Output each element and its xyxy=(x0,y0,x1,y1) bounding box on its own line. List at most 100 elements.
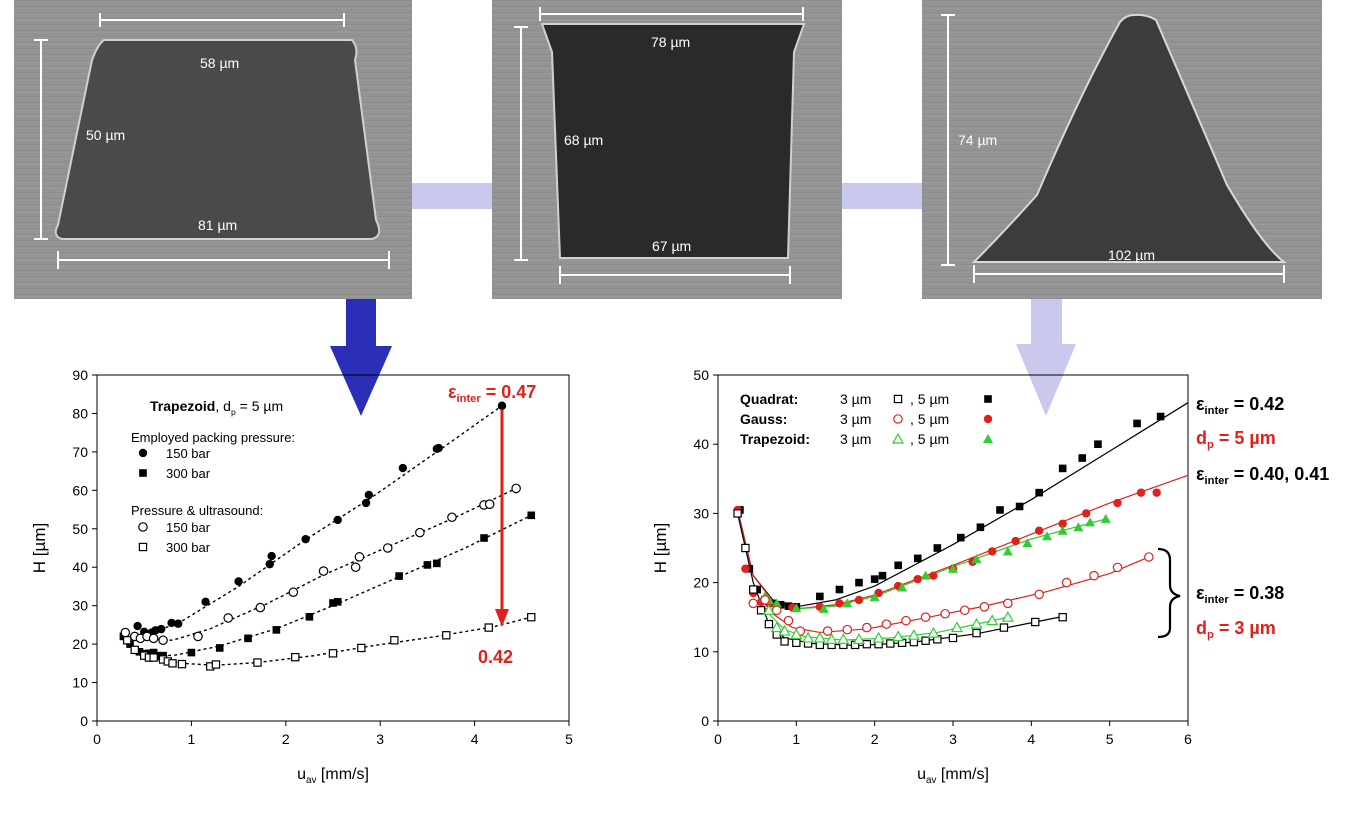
annotation-dp-3: dp = 3 µm xyxy=(1196,618,1276,641)
data-point-s2 xyxy=(415,527,425,538)
sem1-top-width-label: 58 µm xyxy=(200,55,240,71)
data-point-s0 xyxy=(1058,464,1067,473)
y-tick-label: 70 xyxy=(72,444,88,460)
x-tick-label: 1 xyxy=(188,731,196,747)
data-point-s5 xyxy=(907,628,920,640)
x-axis-label: uav [mm/s] xyxy=(297,766,369,786)
legend-marker-300-open xyxy=(138,542,148,552)
data-point-s0 xyxy=(816,592,824,601)
annotation-042: 0.42 xyxy=(478,647,513,667)
x-tick-label: 0 xyxy=(714,731,722,747)
legend-group2: Pressure & ultrasound: xyxy=(131,503,263,518)
data-point-s1 xyxy=(423,561,432,569)
annotation-dp-5: dp = 5 µm xyxy=(1196,428,1276,451)
annotation-eps-047: εinter = 0.47 xyxy=(448,382,536,405)
data-point-s2 xyxy=(791,603,802,613)
data-point-s3 xyxy=(741,543,750,553)
data-point-s4 xyxy=(1003,598,1013,609)
data-point-s3 xyxy=(442,631,451,640)
data-point-s1 xyxy=(1034,526,1044,535)
data-point-s5 xyxy=(802,631,815,643)
sem-image-rectangle xyxy=(492,0,842,299)
data-point-s1 xyxy=(135,648,144,656)
data-point-s5 xyxy=(892,630,905,642)
data-point-s2 xyxy=(1022,538,1033,548)
data-point-s0 xyxy=(1015,502,1024,511)
x-tick-label: 0 xyxy=(93,731,101,747)
data-point-s2 xyxy=(1042,531,1052,541)
data-point-s1 xyxy=(1081,509,1091,518)
data-point-s0 xyxy=(201,597,210,607)
down-arrow-light xyxy=(1016,299,1076,416)
data-point-s2 xyxy=(511,483,521,494)
data-point-s2 xyxy=(842,598,853,608)
data-point-s1 xyxy=(1011,536,1020,546)
trend-line-2 xyxy=(139,487,517,641)
data-point-s0 xyxy=(361,498,371,508)
data-point-s3 xyxy=(357,643,366,653)
data-point-s1 xyxy=(329,599,337,607)
x-axis-label: uav [mm/s] xyxy=(917,766,989,786)
data-point-s1 xyxy=(874,588,883,598)
data-point-s5 xyxy=(790,628,803,640)
legend-size-5: , 5 µm xyxy=(910,411,949,427)
data-point-s4 xyxy=(979,602,990,612)
data-point-s3 xyxy=(130,645,139,655)
sem-image-triangle xyxy=(922,0,1322,299)
data-point-s3 xyxy=(149,653,158,662)
data-point-s3 xyxy=(168,659,177,668)
legend-entry: 150 bar xyxy=(166,520,211,535)
trend-line-3 xyxy=(144,616,532,666)
data-point-s0 xyxy=(976,523,985,532)
legend-marker-3um xyxy=(893,394,903,404)
data-point-s3 xyxy=(999,623,1009,632)
y-axis-label: H [µm] xyxy=(30,523,49,573)
data-point-s0 xyxy=(835,585,844,594)
data-point-s5 xyxy=(852,633,866,644)
data-point-s2 xyxy=(971,554,982,564)
legend-size-5: , 5 µm xyxy=(910,391,949,407)
y-tick-label: 30 xyxy=(72,598,88,614)
x-tick-label: 3 xyxy=(376,731,384,747)
legend-title: Trapezoid, dp = 5 µm xyxy=(150,398,283,417)
data-point-s1 xyxy=(1058,519,1067,528)
plot-frame xyxy=(96,374,570,722)
data-point-s1 xyxy=(187,648,196,657)
data-point-s2 xyxy=(1100,513,1111,523)
data-point-s2 xyxy=(1073,522,1084,532)
x-tick-label: 2 xyxy=(871,731,879,747)
data-point-s3 xyxy=(1031,617,1040,627)
data-point-s3 xyxy=(886,639,895,648)
legend-size-3: 3 µm xyxy=(840,431,871,447)
data-point-s0 xyxy=(133,621,142,631)
data-point-s4 xyxy=(842,624,853,635)
data-point-s4 xyxy=(1112,562,1123,573)
data-point-s2 xyxy=(158,635,168,646)
y-tick-label: 20 xyxy=(693,575,709,591)
data-point-s0 xyxy=(167,618,176,628)
data-point-s3 xyxy=(211,660,221,669)
data-point-s0 xyxy=(333,515,342,525)
data-point-s5 xyxy=(778,624,791,636)
legend-size-3: 3 µm xyxy=(840,411,871,427)
legend-name: Trapezoid: xyxy=(740,431,810,447)
y-tick-label: 40 xyxy=(72,559,88,575)
data-point-s1 xyxy=(913,574,922,584)
data-point-s5 xyxy=(770,621,783,633)
sem1-bottom-width-label: 81 µm xyxy=(198,217,238,233)
data-point-s2 xyxy=(223,613,234,623)
sem3-bottom-width-label: 102 µm xyxy=(1108,247,1155,263)
legend-name: Gauss: xyxy=(740,411,787,427)
data-point-s3 xyxy=(484,623,493,632)
fit-curve-4 xyxy=(752,556,1150,634)
data-point-s0 xyxy=(1133,419,1141,428)
fit-curve-1 xyxy=(736,474,1189,610)
data-point-s0 xyxy=(894,561,902,570)
y-tick-label: 60 xyxy=(72,482,88,498)
data-point-s3 xyxy=(948,633,958,643)
data-point-s5 xyxy=(950,621,963,633)
data-point-s0 xyxy=(855,578,863,587)
data-point-s0 xyxy=(878,571,887,580)
difference-arrow-head xyxy=(494,609,509,627)
